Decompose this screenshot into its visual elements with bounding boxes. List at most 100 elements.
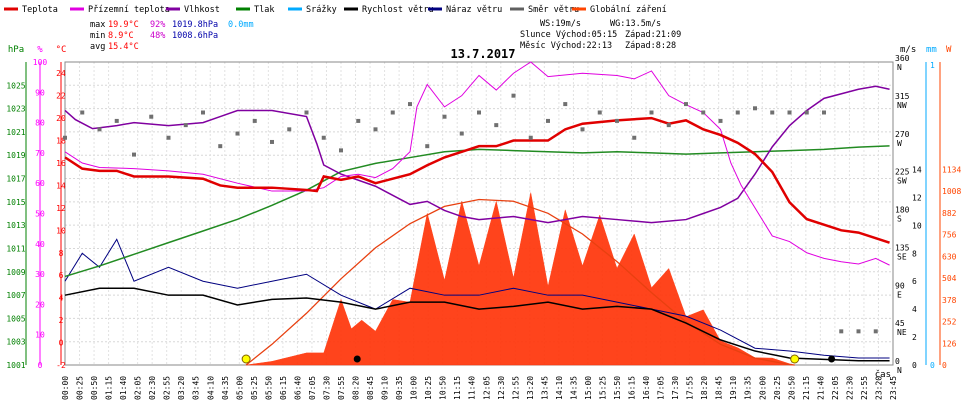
series-wind-gust — [64, 238, 890, 359]
x-tick-label: 01:40 — [119, 376, 128, 400]
axis-tick-wind: 8 — [912, 249, 917, 258]
wind-direction-point — [580, 127, 585, 132]
x-tick-label: 20:50 — [787, 376, 796, 400]
wind-direction-point — [477, 110, 481, 115]
x-tick-label: 02:30 — [148, 376, 157, 400]
x-tick-label: 23:20 — [874, 376, 883, 400]
wind-direction-point — [666, 123, 671, 128]
axis-unit-direction: m/s — [900, 45, 916, 55]
axis-tick-pressure: 1021 — [6, 128, 25, 137]
x-tick-label: 22:55 — [860, 376, 869, 400]
x-tick-label: 00:00 — [61, 376, 70, 400]
legend-label: Tlak — [254, 5, 274, 15]
x-tick-label: 04:10 — [206, 376, 215, 400]
sunset-marker — [790, 354, 800, 364]
axis-compass-label: S — [897, 215, 902, 224]
wind-direction-point — [753, 106, 757, 111]
wind-direction-point — [132, 152, 136, 157]
info-moonset: Západ:8:28 — [625, 41, 676, 51]
axis-tick-radiation: 1134 — [942, 166, 961, 175]
wind-direction-point — [287, 127, 292, 132]
axis-tick-radiation: 0 — [942, 361, 947, 370]
info-ws: WS:19m/s — [540, 19, 581, 29]
axis-tick-radiation: 1008 — [942, 187, 961, 196]
axis-tick-radiation: 630 — [942, 252, 957, 261]
info-sunrise: Slunce Východ:05:15 — [520, 30, 617, 40]
wind-direction-point — [408, 102, 412, 107]
wind-direction-point — [235, 131, 240, 136]
wind-direction-point — [546, 118, 550, 123]
axis-tick-pressure: 1005 — [6, 314, 25, 323]
wind-direction-point — [684, 102, 688, 107]
axis-radiation: W 0 126 252 378 504 630 756 882 1008 1134 — [939, 45, 961, 370]
wind-direction-point — [442, 114, 447, 119]
x-tick-label: 12:05 — [482, 376, 491, 400]
x-tick-label: 16:15 — [628, 376, 637, 400]
x-tick-label: 22:30 — [845, 376, 854, 400]
wind-direction-point — [304, 110, 309, 115]
axis-tick-radiation: 504 — [942, 274, 957, 283]
stats-humidity: 92% — [150, 20, 165, 30]
x-tick-label: 06:40 — [293, 376, 302, 400]
info-wg: WG:13.5m/s — [610, 19, 661, 29]
x-tick-label: 14:35 — [569, 376, 578, 400]
stats-rain: 0.0mm — [228, 20, 254, 30]
wind-direction-point — [563, 102, 568, 107]
x-tick-label: 17:55 — [686, 376, 695, 400]
x-tick-label: 10:50 — [439, 376, 448, 400]
x-tick-label: 17:30 — [671, 376, 680, 400]
x-tick-label: 08:45 — [366, 376, 375, 400]
x-tick-label: 10:00 — [410, 376, 419, 400]
x-tick-label: 10:25 — [424, 376, 433, 400]
wind-direction-point — [735, 110, 740, 115]
stats-pressure: 1019.8hPa — [172, 20, 218, 30]
axis-tick-pressure: 1011 — [6, 244, 25, 253]
x-tick-label: 07:30 — [322, 376, 331, 400]
stats-label: avg — [90, 42, 105, 52]
x-tick-label: 20:00 — [758, 376, 767, 400]
axis-tick-pressure: 1001 — [6, 361, 25, 370]
x-tick-label: 09:35 — [395, 376, 404, 400]
axis-tick-wind: 4 — [912, 305, 917, 314]
axis-tick-wind: 10 — [912, 221, 922, 230]
x-tick-label: 00:50 — [90, 376, 99, 400]
x-tick-label: 03:20 — [177, 376, 186, 400]
wind-direction-point — [63, 135, 67, 140]
info-sunset: Západ:21:09 — [625, 30, 681, 40]
series-global-radiation — [246, 192, 795, 366]
x-tick-label: 23:45 — [889, 376, 898, 400]
axis-unit-temperature: °C — [56, 45, 67, 55]
stats-block: max 19.9°C 92% 1019.8hPa 0.0mm min 8.9°C 48% 100… — [90, 20, 254, 52]
axis-tick-temperature: -2 — [56, 361, 66, 370]
wind-direction-point — [252, 118, 257, 123]
x-axis-label: čas — [875, 369, 891, 380]
wind-direction-point — [373, 127, 378, 132]
stats-pressure: 1008.6hPa — [172, 31, 218, 41]
x-tick-label: 15:50 — [613, 376, 622, 400]
wind-direction-point — [494, 123, 499, 128]
x-tick-label: 05:00 — [235, 376, 244, 400]
legend-label: Teplota — [22, 5, 58, 15]
axis-tick-radiation: 756 — [942, 231, 957, 240]
axis-wind-speed: 0 2 4 6 8 10 12 14 — [912, 166, 922, 370]
info-moonrise: Měsíc Východ:22:13 — [520, 41, 612, 51]
moonrise-marker — [828, 355, 836, 363]
wind-direction-point — [632, 135, 637, 140]
x-tick-label: 13:45 — [540, 376, 549, 400]
x-tick-label: 15:00 — [584, 376, 593, 400]
series-ground-temperature — [64, 61, 890, 266]
axis-unit-pressure: hPa — [8, 45, 24, 55]
x-tick-label: 06:15 — [279, 376, 288, 400]
wind-direction-point — [459, 131, 464, 136]
axis-tick-radiation: 882 — [942, 209, 957, 218]
axis-tick-pressure: 1023 — [6, 105, 25, 114]
x-tick-label: 00:25 — [76, 376, 85, 400]
wind-direction-point — [787, 110, 792, 115]
axis-tick-pressure: 1015 — [6, 198, 25, 207]
axis-tick-pressure: 1025 — [6, 81, 25, 90]
axis-tick-direction: 225 — [895, 168, 910, 177]
wind-direction-point — [511, 93, 516, 98]
legend-label: Srážky — [306, 5, 337, 15]
